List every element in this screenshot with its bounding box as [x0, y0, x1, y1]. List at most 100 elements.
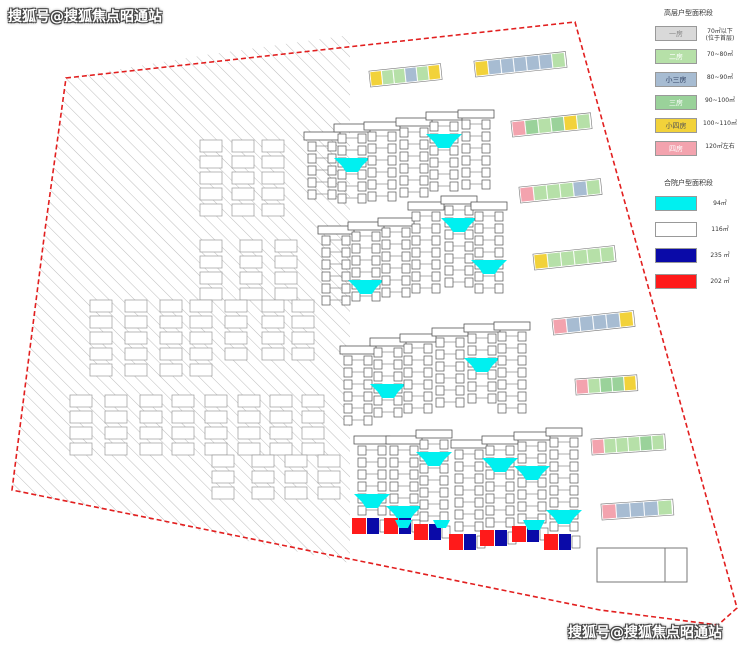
- hatched-building: [89, 331, 113, 345]
- court-unit: [497, 403, 507, 414]
- highrise-unit: [416, 65, 430, 82]
- hatched-building: [269, 426, 293, 440]
- court-unit: [455, 373, 465, 384]
- court-unit: [449, 169, 459, 180]
- column-cap: [545, 427, 583, 437]
- court-unit: [569, 461, 579, 472]
- courtyard-column: [347, 221, 385, 302]
- court-unit: [307, 141, 317, 152]
- court-unit: [381, 251, 391, 262]
- court-unit: [387, 155, 397, 166]
- court-unit: [497, 355, 507, 366]
- courtyard-column: [395, 117, 433, 198]
- hatched-building: [291, 331, 315, 345]
- court-unit: [351, 291, 361, 302]
- court-unit: [321, 259, 331, 270]
- court-unit: [494, 211, 504, 222]
- highrise-building: [518, 178, 603, 204]
- court-unit: [549, 497, 559, 508]
- legend-high-swatch: 二房: [655, 49, 697, 64]
- hatched-building: [199, 187, 223, 201]
- highrise-unit: [537, 117, 552, 134]
- hatched-building: [171, 426, 195, 440]
- court-unit: [343, 367, 353, 378]
- legend-high-swatch: 小四房: [655, 118, 697, 133]
- court-unit: [429, 145, 439, 156]
- legend-high-swatch: 三房: [655, 95, 697, 110]
- courtyard-column: [369, 337, 407, 418]
- highrise-building: [532, 245, 617, 271]
- courtyard-column: [407, 201, 445, 294]
- court-unit-94: [464, 358, 500, 372]
- court-unit: [351, 243, 361, 254]
- hatched-building: [274, 255, 298, 269]
- court-unit: [351, 231, 361, 242]
- courtyard-column: [440, 195, 478, 288]
- column-cap: [353, 435, 391, 445]
- hatched-building: [284, 486, 308, 500]
- court-unit: [377, 457, 387, 468]
- courtyard-column: [377, 217, 415, 298]
- hatched-building: [104, 442, 128, 456]
- court-unit: [357, 469, 367, 480]
- court-unit: [367, 143, 377, 154]
- court-unit: [464, 205, 474, 216]
- court-unit: [399, 139, 409, 150]
- court-unit: [419, 499, 429, 510]
- highrise-unit: [615, 502, 631, 519]
- court-unit: [435, 385, 445, 396]
- court-unit: [357, 481, 367, 492]
- highrise-unit: [392, 68, 406, 84]
- court-unit: [517, 453, 527, 464]
- watermark-bottom-right: 搜狐号@搜狐焦点昭通站: [568, 625, 722, 641]
- hatched-building: [239, 271, 263, 285]
- court-unit-94: [482, 458, 518, 472]
- column-cap: [303, 131, 341, 141]
- building-outline: [473, 51, 568, 78]
- hatched-building: [69, 442, 93, 456]
- court-unit: [357, 169, 367, 180]
- court-unit: [454, 509, 464, 520]
- court-unit-235: [495, 530, 507, 546]
- column-cap: [425, 111, 463, 121]
- court-unit: [494, 235, 504, 246]
- courtyard-column: [493, 321, 531, 414]
- hatched-building: [231, 139, 255, 153]
- court-unit: [569, 437, 579, 448]
- highrise-building: [510, 112, 593, 138]
- highrise-unit: [566, 317, 581, 333]
- hatched-building: [159, 363, 183, 377]
- hatched-building: [231, 155, 255, 169]
- court-unit: [411, 211, 421, 222]
- hatched-building: [124, 315, 148, 329]
- highrise-unit: [404, 66, 418, 83]
- court-unit: [494, 247, 504, 258]
- highrise-building: [574, 374, 639, 396]
- court-unit: [474, 223, 484, 234]
- court-unit: [435, 397, 445, 408]
- court-unit: [569, 497, 579, 508]
- court-unit: [474, 449, 484, 460]
- court-unit: [343, 355, 353, 366]
- highrise-unit: [657, 499, 673, 516]
- court-unit: [497, 343, 507, 354]
- hatched-building: [69, 410, 93, 424]
- column-cap: [415, 429, 453, 439]
- court-unit-94: [514, 466, 550, 480]
- court-unit-94: [348, 280, 384, 294]
- hatched-building: [261, 347, 285, 361]
- hatched-building: [211, 454, 235, 468]
- hatched-building: [171, 394, 195, 408]
- court-unit: [449, 121, 459, 132]
- hatched-building: [89, 315, 113, 329]
- court-unit: [461, 119, 471, 130]
- hatched-building: [269, 442, 293, 456]
- court-unit: [381, 287, 391, 298]
- highrise-unit: [627, 436, 641, 452]
- court-unit: [327, 141, 337, 152]
- court-unit: [387, 191, 397, 202]
- court-unit-94: [433, 520, 450, 528]
- court-unit: [429, 169, 439, 180]
- hatched-building: [301, 426, 325, 440]
- court-unit: [444, 265, 454, 276]
